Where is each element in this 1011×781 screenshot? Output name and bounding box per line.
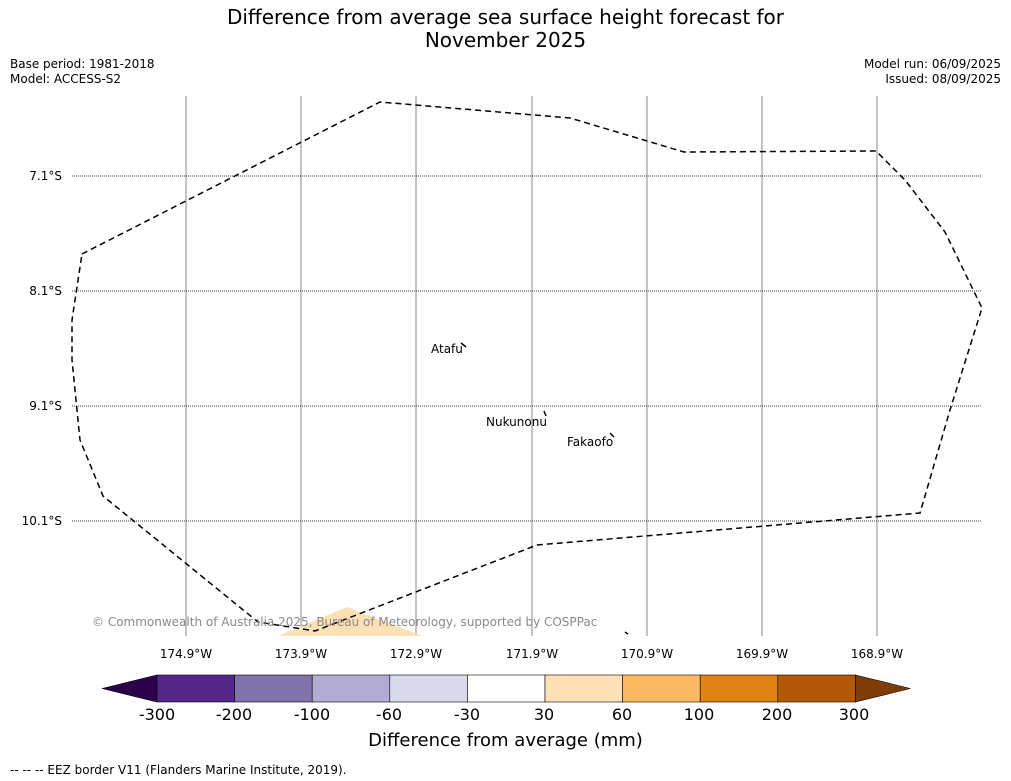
lon-label: 172.9°W	[389, 647, 443, 661]
colorbar-tick-label: 60	[611, 705, 633, 724]
colorbar-tick-label: 30	[533, 705, 555, 724]
atafu-mark	[460, 342, 467, 348]
meta-right: Model run: 06/09/2025 Issued: 08/09/2025	[864, 57, 1001, 87]
colorbar-tick-label: -300	[138, 705, 176, 724]
island-label-atafu: Atafu	[431, 342, 463, 356]
island-label-nukunonu: Nukunonu	[486, 415, 547, 429]
colorbar-segment	[467, 674, 546, 703]
fakaofo-mark	[609, 432, 615, 438]
issued-date: Issued: 08/09/2025	[885, 72, 1001, 86]
title-line-1: Difference from average sea surface heig…	[226, 5, 785, 29]
colorbar-segment	[311, 674, 391, 703]
lat-label: 9.1°S	[29, 399, 62, 413]
lon-label: 170.9°W	[620, 647, 674, 661]
colorbar-tick-label: 200	[761, 705, 793, 724]
nukunonu-mark	[543, 410, 547, 417]
eez-border	[71, 101, 983, 632]
colorbar-tick-label: 300	[838, 705, 870, 724]
base-period: Base period: 1981-2018	[10, 57, 155, 71]
island-label-fakaofo: Fakaofo	[567, 435, 614, 449]
colorbar-segment	[622, 674, 701, 703]
copyright-notice: © Commonwealth of Australia 2025, Bureau…	[92, 615, 598, 629]
lon-gridlines	[185, 96, 878, 636]
title-line-2: November 2025	[424, 28, 587, 52]
small-island-mark	[624, 631, 629, 635]
colorbar-extend-high	[855, 674, 911, 703]
colorbar-tick-label: 100	[683, 705, 715, 724]
anomaly-patch	[278, 607, 423, 636]
meta-left: Base period: 1981-2018 Model: ACCESS-S2	[10, 57, 155, 87]
model-run: Model run: 06/09/2025	[863, 57, 1001, 71]
lon-label: 171.9°W	[505, 647, 559, 661]
chart-title: Difference from average sea surface heig…	[0, 6, 1011, 52]
colorbar-tick-label: -200	[215, 705, 253, 724]
lat-label: 10.1°S	[21, 514, 62, 528]
colorbar-segment	[389, 674, 468, 703]
colorbar-segment	[699, 674, 779, 703]
colorbar-tick-label: -100	[293, 705, 331, 724]
lon-label: 168.9°W	[850, 647, 904, 661]
colorbar-title: Difference from average (mm)	[368, 730, 643, 751]
lon-label: 169.9°W	[735, 647, 789, 661]
model-name: Model: ACCESS-S2	[10, 72, 122, 86]
colorbar-segment	[234, 674, 313, 703]
lat-label: 8.1°S	[29, 284, 62, 298]
lon-label: 174.9°W	[159, 647, 213, 661]
lon-label: 173.9°W	[274, 647, 328, 661]
colorbar-segment	[777, 674, 856, 703]
lat-label: 7.1°S	[29, 169, 62, 183]
footnote: -- -- -- EEZ border V11 (Flanders Marine…	[10, 763, 347, 777]
colorbar-segment	[544, 674, 623, 703]
colorbar-tick-label: -60	[375, 705, 403, 724]
colorbar-segment	[156, 674, 235, 703]
colorbar-extend-low	[101, 674, 158, 703]
colorbar-tick-label: -30	[453, 705, 481, 724]
